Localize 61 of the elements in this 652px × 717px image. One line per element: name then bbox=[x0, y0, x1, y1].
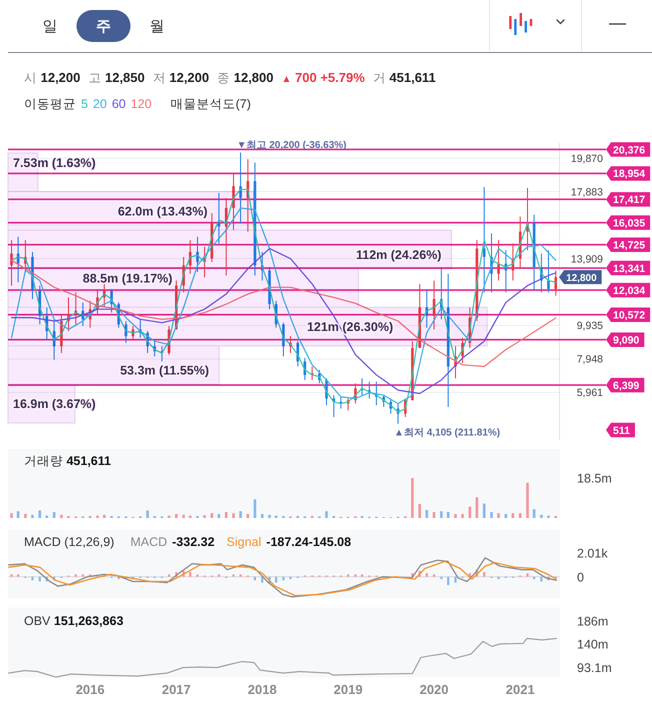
text: 월 bbox=[150, 18, 164, 35]
x-tick-label: 2021 bbox=[506, 682, 535, 697]
data-label: 121m (26.30%) bbox=[306, 320, 394, 334]
text: OBV 151,263,863 bbox=[24, 614, 124, 628]
annotation: 12,800 bbox=[566, 272, 598, 284]
annotation: ▼최고 20,200 (-36.63%) bbox=[236, 140, 347, 151]
text: 120 bbox=[130, 97, 152, 111]
ref-line-label: 18,954 bbox=[613, 168, 646, 180]
y-tick-label: 9,935 bbox=[576, 320, 604, 332]
data-label: 112m (24.26%) bbox=[356, 248, 442, 262]
data-label: 16.9m (3.67%) bbox=[13, 397, 96, 412]
text: 20 bbox=[92, 97, 107, 111]
text: ▲ 700 +5.79% bbox=[282, 70, 366, 85]
y-tick-label: 140m bbox=[577, 637, 608, 652]
data-label: 88.5m (19.17%) bbox=[82, 272, 172, 286]
x-tick-label: 2017 bbox=[162, 682, 191, 697]
text: 시 12,200 bbox=[24, 70, 80, 85]
y-tick-label: 93.1m bbox=[577, 661, 612, 675]
chart-title: MACD (12,26,9) bbox=[24, 535, 114, 549]
y-tick-label: 0 bbox=[577, 570, 584, 584]
data-label: 62.0m (13.43%) bbox=[118, 204, 208, 218]
x-tick-label: 2018 bbox=[248, 682, 277, 697]
chart-title: 매물분석도(7) bbox=[170, 97, 251, 111]
text: 저 12,200 bbox=[152, 70, 210, 85]
x-tick-label: 2020 bbox=[420, 682, 449, 697]
series-label: Signal bbox=[226, 535, 262, 549]
text: MACD bbox=[130, 535, 168, 549]
text: 고 12,850 bbox=[88, 70, 145, 85]
annotation: -332.32 bbox=[172, 535, 215, 549]
text: 18.5m bbox=[577, 472, 612, 486]
text: 5 bbox=[81, 97, 88, 111]
text: 일 bbox=[42, 18, 58, 35]
legend-title: 이동평균 bbox=[24, 97, 76, 111]
ref-line-label: 14,725 bbox=[613, 240, 646, 252]
ref-line-label: 16,035 bbox=[613, 217, 646, 230]
ref-line-label: 10,572 bbox=[613, 310, 646, 322]
x-tick-label: 2016 bbox=[76, 682, 105, 697]
x-tick-label: 2019 bbox=[334, 682, 363, 697]
data-label: 7.53m (1.63%) bbox=[13, 156, 96, 170]
text: 60 bbox=[112, 97, 126, 111]
y-tick-label: 17,883 bbox=[570, 186, 604, 198]
ref-line-label: 17,417 bbox=[613, 194, 646, 206]
text: 주 bbox=[96, 18, 111, 35]
ref-line-label: 20,376 bbox=[613, 144, 646, 156]
y-tick-label: 13,909 bbox=[570, 253, 604, 266]
y-tick-label: 5,961 bbox=[576, 387, 604, 400]
ref-line-label: 6,399 bbox=[613, 380, 640, 392]
y-tick-label: 7,948 bbox=[576, 354, 604, 366]
y-tick-label: 2.01k bbox=[577, 546, 608, 561]
ref-line-label: 13,341 bbox=[613, 262, 646, 275]
data-label: 53.3m (11.55%) bbox=[120, 364, 210, 378]
y-tick-label: 186m bbox=[577, 614, 608, 628]
ref-line-label: 12,034 bbox=[613, 284, 646, 297]
text: 거 451,611 bbox=[372, 70, 436, 85]
annotation: -187.24-145.08 bbox=[266, 535, 352, 549]
chart-title: 거래량 451,611 bbox=[24, 454, 112, 468]
ref-line-label: 9,090 bbox=[613, 334, 640, 346]
annotation: ▲최저 4,105 (211.81%) bbox=[394, 428, 500, 439]
text: 종 12,800 bbox=[217, 70, 274, 85]
text: 511 bbox=[613, 424, 630, 437]
y-tick-label: 19,870 bbox=[570, 152, 604, 165]
